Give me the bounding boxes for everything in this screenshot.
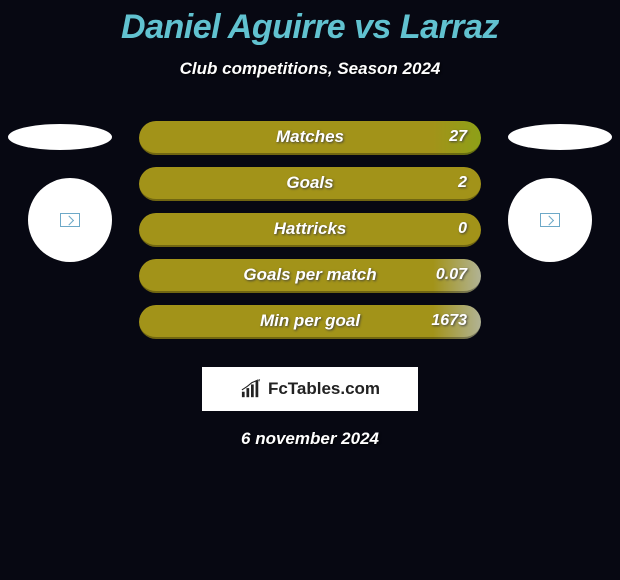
stat-bar: Matches 27: [139, 121, 481, 155]
bar-chart-icon: [240, 379, 262, 399]
stat-bar-label: Hattricks: [274, 219, 347, 239]
brand-logo: FcTables.com: [202, 367, 418, 411]
stat-bar-label: Goals: [286, 173, 333, 193]
stat-bar-label: Min per goal: [260, 311, 360, 331]
infographic-container: Daniel Aguirre vs Larraz Club competitio…: [0, 0, 620, 449]
stat-bar: Min per goal 1673: [139, 305, 481, 339]
stat-bar-value: 0.07: [436, 266, 467, 284]
page-title: Daniel Aguirre vs Larraz: [0, 8, 620, 47]
stats-area: Matches 27 Goals 2 Hattricks 0 Goals per…: [0, 121, 620, 339]
stat-bar-value: 27: [449, 128, 467, 146]
stat-bar-value: 0: [458, 220, 467, 238]
stat-bar: Goals 2: [139, 167, 481, 201]
stat-bar-value: 1673: [431, 312, 467, 330]
subtitle: Club competitions, Season 2024: [0, 59, 620, 79]
stat-bar: Goals per match 0.07: [139, 259, 481, 293]
stat-bars: Matches 27 Goals 2 Hattricks 0 Goals per…: [139, 121, 481, 339]
stat-bar-label: Matches: [276, 127, 344, 147]
stat-bar-value: 2: [458, 174, 467, 192]
stat-bar: Hattricks 0: [139, 213, 481, 247]
brand-logo-text: FcTables.com: [268, 379, 380, 399]
stat-bar-label: Goals per match: [243, 265, 376, 285]
date-text: 6 november 2024: [0, 429, 620, 449]
